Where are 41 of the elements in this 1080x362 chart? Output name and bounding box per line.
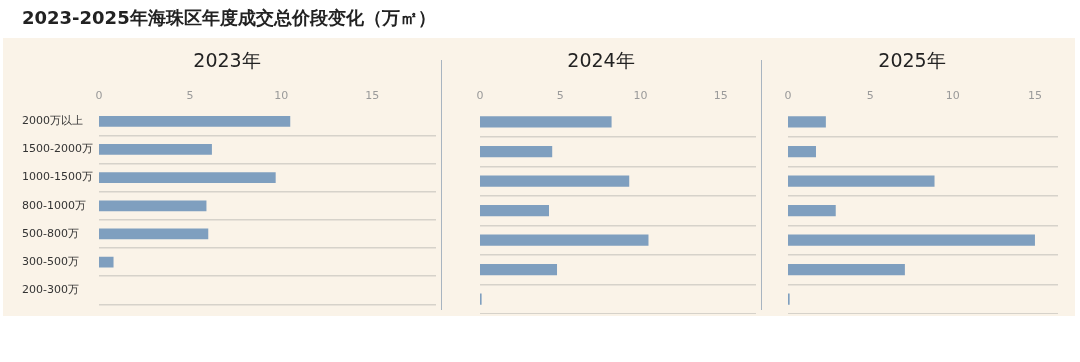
x-tick-label: 0 [476, 89, 484, 103]
x-tick-label: 5 [866, 89, 874, 103]
bar [98, 115, 291, 127]
bar [788, 145, 816, 158]
y-tick-label: 500-800万 [22, 226, 79, 240]
x-tick-label: 5 [186, 89, 194, 103]
bar [788, 175, 935, 187]
x-tick-label: 5 [556, 89, 564, 103]
y-tick-label: 800-1000万 [22, 198, 86, 212]
chart-title: 2023-2025年海珠区年度成交总价段变化（万㎡） [22, 6, 436, 30]
x-tick-label: 15 [365, 89, 380, 103]
bar [788, 116, 826, 128]
bar [480, 116, 612, 128]
bar [480, 234, 649, 246]
x-tick-label: 0 [784, 89, 792, 103]
bar [480, 264, 558, 276]
chart-title: 2025年 [877, 48, 947, 73]
x-tick-label: 10 [945, 89, 960, 103]
bar [788, 204, 836, 217]
bar [98, 256, 114, 268]
x-tick-label: 10 [633, 89, 648, 103]
bar [788, 234, 1035, 246]
bar [98, 228, 209, 240]
chart-title: 2024年 [566, 48, 636, 73]
y-tick-label: 300-500万 [22, 255, 79, 268]
bar [480, 145, 553, 158]
x-tick-label: 15 [713, 89, 728, 103]
x-tick-label: 15 [1027, 89, 1042, 103]
bar [98, 172, 276, 183]
y-tick-label: 2000万以上 [22, 114, 83, 128]
y-tick-label: 1000-1500万 [22, 170, 93, 184]
y-tick-label: 1500-2000万 [22, 142, 93, 156]
x-tick-label: 0 [95, 89, 103, 103]
x-tick-label: 10 [274, 89, 289, 103]
bar [480, 204, 549, 217]
bar [480, 175, 630, 187]
bar [788, 264, 905, 276]
bar [98, 200, 207, 212]
chart-subtitle: 2023年 [192, 48, 262, 73]
bar [98, 144, 212, 155]
y-tick-label: 200-300万 [22, 283, 79, 297]
